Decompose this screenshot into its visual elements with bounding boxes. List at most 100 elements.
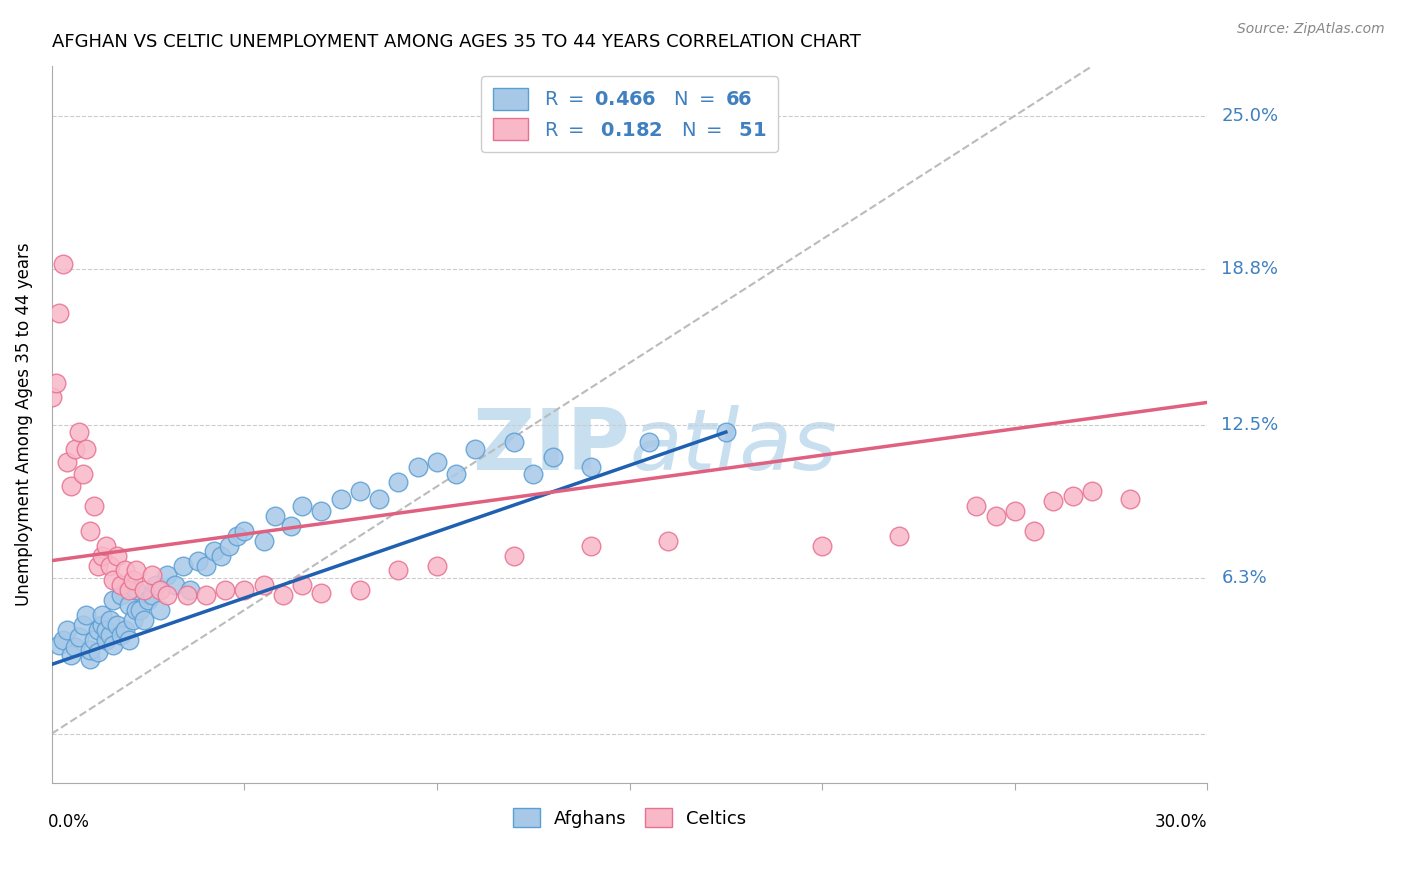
Point [202,543,225,558]
Point [83,500,105,514]
Point [129,603,152,617]
Point [225,529,247,543]
Point [105,549,128,563]
Point [156,588,179,602]
Point [90,549,112,563]
Point [63,442,86,457]
Point [349,484,371,499]
Point [368,491,391,506]
Point [52,632,75,647]
Point [110,588,132,602]
Point [134,583,156,598]
Point [187,553,209,567]
Text: 30.0%: 30.0% [1154,813,1208,830]
Point [291,578,314,592]
Point [121,613,143,627]
Point [118,583,141,598]
Point [94,632,117,647]
Point [48,306,70,320]
Point [110,578,132,592]
Point [1042,494,1064,508]
Text: Source: ZipAtlas.com: Source: ZipAtlas.com [1237,22,1385,37]
Point [522,467,544,481]
Point [149,583,172,598]
Legend: Afghans, Celtics: Afghans, Celtics [505,801,754,835]
Point [579,459,602,474]
Point [209,549,232,563]
Point [75,607,97,622]
Point [349,583,371,598]
Point [103,574,125,588]
Point [218,539,240,553]
Point [141,568,163,582]
Point [98,628,121,642]
Point [67,630,90,644]
Point [45,376,67,390]
Point [114,623,136,637]
Point [98,613,121,627]
Text: 12.5%: 12.5% [1222,416,1278,434]
Point [1081,484,1104,499]
Point [426,455,449,469]
Point [214,583,236,598]
Point [163,578,186,592]
Text: ZIP: ZIP [472,405,630,488]
Point [72,618,94,632]
Point [179,583,201,598]
Point [657,533,679,548]
Point [98,558,121,573]
Point [72,467,94,481]
Text: 6.3%: 6.3% [1222,569,1267,587]
Text: AFGHAN VS CELTIC UNEMPLOYMENT AMONG AGES 35 TO 44 YEARS CORRELATION CHART: AFGHAN VS CELTIC UNEMPLOYMENT AMONG AGES… [52,33,860,51]
Text: atlas: atlas [630,405,838,488]
Point [79,642,101,657]
Point [291,500,314,514]
Point [87,623,110,637]
Point [503,434,526,449]
Point [56,455,79,469]
Point [52,257,75,271]
Point [503,549,526,563]
Point [889,529,911,543]
Point [67,425,90,439]
Point [121,574,143,588]
Point [1062,489,1084,503]
Point [426,558,449,573]
Point [125,564,148,578]
Point [141,588,163,602]
Point [136,593,159,607]
Point [1119,491,1142,506]
Point [87,558,110,573]
Point [149,603,172,617]
Point [114,564,136,578]
Point [406,459,429,474]
Point [145,578,167,592]
Point [579,539,602,553]
Point [464,442,486,457]
Point [252,533,274,548]
Point [311,585,333,599]
Point [94,623,117,637]
Point [444,467,467,481]
Point [41,391,63,405]
Point [252,578,274,592]
Point [105,618,128,632]
Point [110,628,132,642]
Point [79,524,101,538]
Point [48,638,70,652]
Point [172,558,194,573]
Point [965,500,987,514]
Point [194,588,217,602]
Point [280,519,302,533]
Point [233,583,256,598]
Point [176,588,198,602]
Point [94,539,117,553]
Point [156,568,179,582]
Point [83,632,105,647]
Point [118,632,141,647]
Point [56,623,79,637]
Point [984,509,1007,524]
Point [714,425,737,439]
Point [387,564,409,578]
Point [90,607,112,622]
